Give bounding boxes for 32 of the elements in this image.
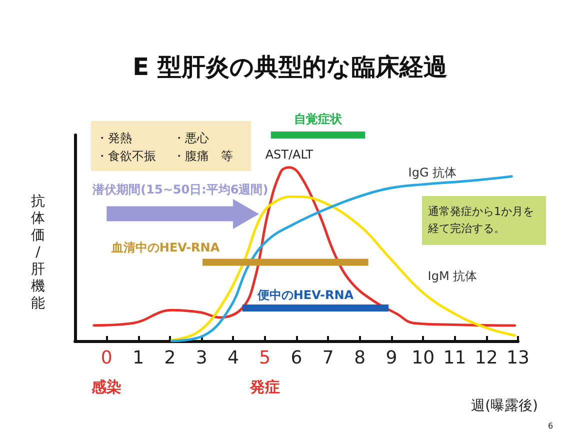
x-tick-label: 7 (322, 348, 334, 368)
x-tick-label: 2 (164, 348, 176, 368)
x-tick-label: 0 (100, 348, 112, 368)
x-tick-label: 6 (290, 348, 302, 368)
series-label: IgG 抗体 (408, 165, 457, 180)
series-label: AST/ALT (265, 147, 314, 162)
series-label: 潜伏期間(15~50日:平均6週間) (92, 182, 268, 197)
x-tick-label: 1 (132, 348, 144, 368)
x-tick-label: 8 (354, 348, 366, 368)
series-label: 自覚症状 (294, 112, 344, 126)
x-tick-label: 10 (412, 348, 435, 368)
text: 感染 (90, 378, 122, 396)
x-tick-label: 3 (196, 348, 208, 368)
annotation: 通常発症から1か月を経て完治する。 (427, 205, 534, 235)
series-label: IgM 抗体 (428, 269, 478, 284)
x-tick-label: 4 (227, 348, 239, 368)
annotation: ・食欲不振 (96, 149, 156, 163)
x-tick-label: 12 (474, 348, 498, 368)
text: 発症 (248, 378, 280, 396)
y-axis-title: 抗体価/肝機能 (31, 194, 45, 312)
text: 6 (548, 422, 554, 430)
series-label: 血清中のHEV-RNA (110, 240, 220, 254)
annotation: ・発熱 (96, 131, 132, 145)
chart-title: E 型肝炎の典型的な臨床経過 (132, 53, 448, 81)
annotation: ・腹痛 等 (173, 149, 233, 163)
x-tick-label: 5 (259, 348, 271, 368)
series-label: 便中のHEV-RNA (256, 288, 354, 302)
x-tick-label: 13 (506, 348, 530, 368)
x-tick-label: 11 (443, 348, 466, 368)
x-tick-label: 9 (386, 348, 398, 368)
annotation: ・悪心 (173, 131, 209, 145)
x-axis-title: 週(曝露後) (471, 398, 538, 414)
